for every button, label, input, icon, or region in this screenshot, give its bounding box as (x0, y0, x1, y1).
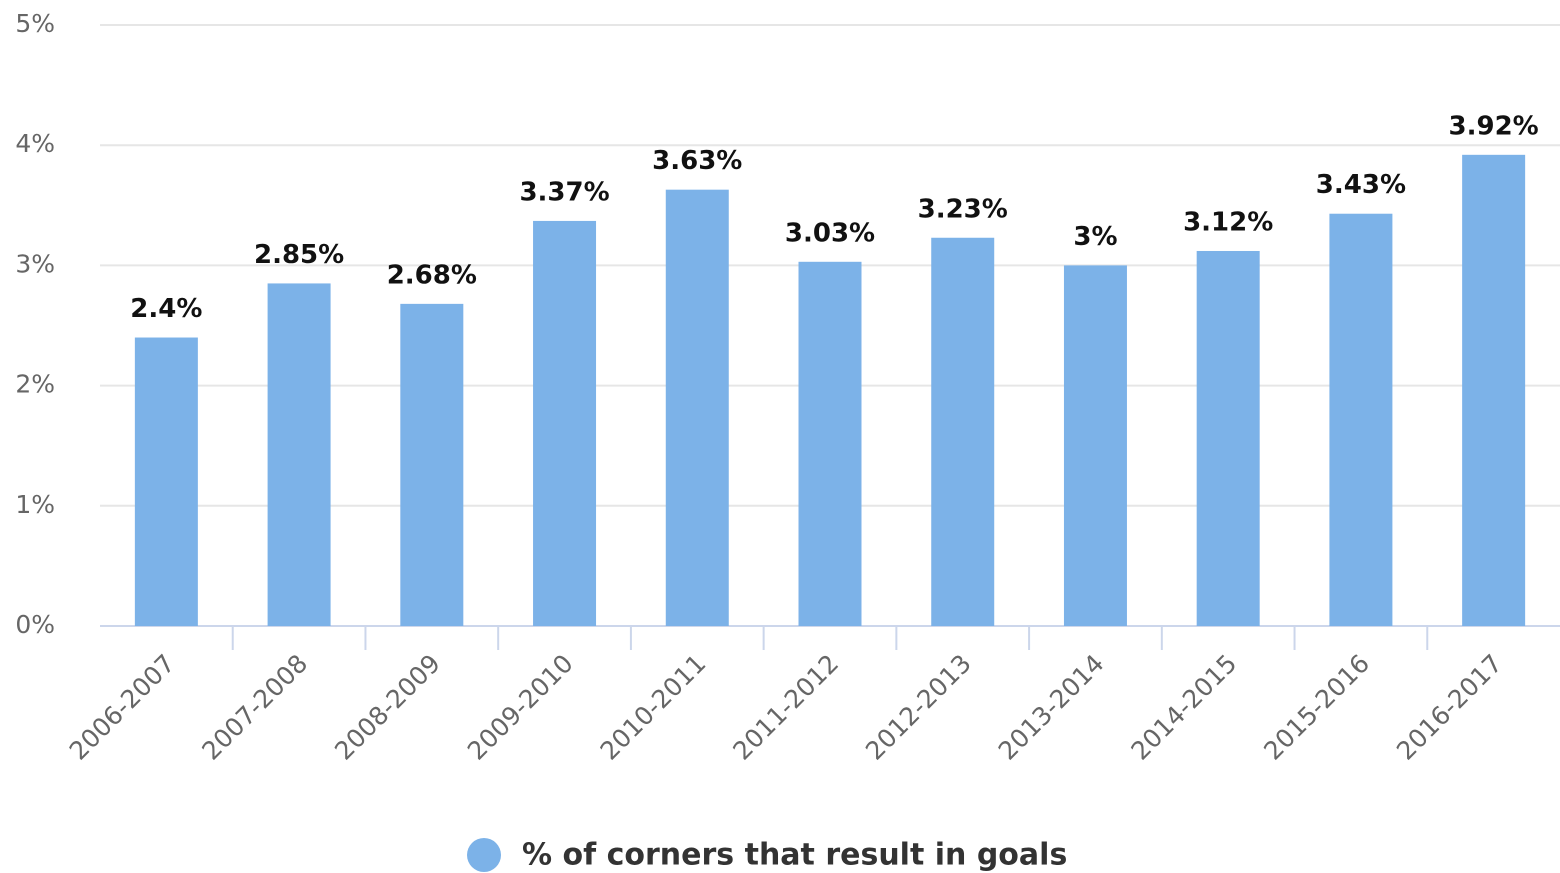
legend-marker (467, 838, 501, 872)
bar (931, 237, 995, 626)
data-label: 3.37% (519, 177, 609, 207)
x-tick-label: 2009-2010 (462, 649, 579, 766)
bar (267, 283, 331, 626)
x-tick-label: 2015-2016 (1258, 649, 1375, 766)
data-label: 3.03% (785, 218, 875, 248)
data-label: 2.68% (387, 260, 477, 290)
y-tick-label: 0% (15, 610, 55, 639)
bar (1329, 213, 1393, 627)
x-tick-label: 2010-2011 (595, 649, 712, 766)
y-tick-label: 5% (15, 9, 55, 38)
data-label: 3.43% (1316, 170, 1406, 200)
bar (665, 189, 729, 626)
legend-label: % of corners that result in goals (522, 838, 1067, 873)
y-tick-label: 3% (15, 249, 55, 278)
bar (1063, 265, 1127, 626)
x-tick-label: 2016-2017 (1391, 649, 1508, 766)
data-label: 3.63% (652, 146, 742, 176)
data-label: 3.23% (918, 194, 1008, 224)
x-tick-label: 2006-2007 (64, 649, 181, 766)
bar (533, 220, 597, 626)
bar (134, 337, 198, 626)
data-label: 2.4% (130, 294, 202, 324)
data-label: 3% (1073, 222, 1117, 252)
bar (1196, 250, 1260, 626)
bar (798, 261, 862, 626)
x-tick-label: 2007-2008 (196, 649, 313, 766)
bar (400, 303, 464, 626)
x-tick-label: 2008-2009 (329, 649, 446, 766)
y-tick-label: 2% (15, 370, 55, 399)
y-tick-label: 1% (15, 490, 55, 519)
x-tick-label: 2012-2013 (860, 649, 977, 766)
data-label: 2.85% (254, 240, 344, 270)
x-tick-label: 2013-2014 (993, 649, 1110, 766)
y-tick-label: 4% (15, 129, 55, 158)
bar (1462, 154, 1526, 627)
data-label: 3.92% (1449, 111, 1539, 141)
x-tick-label: 2014-2015 (1126, 649, 1243, 766)
data-label: 3.12% (1183, 207, 1273, 237)
x-tick-label: 2011-2012 (727, 649, 844, 766)
